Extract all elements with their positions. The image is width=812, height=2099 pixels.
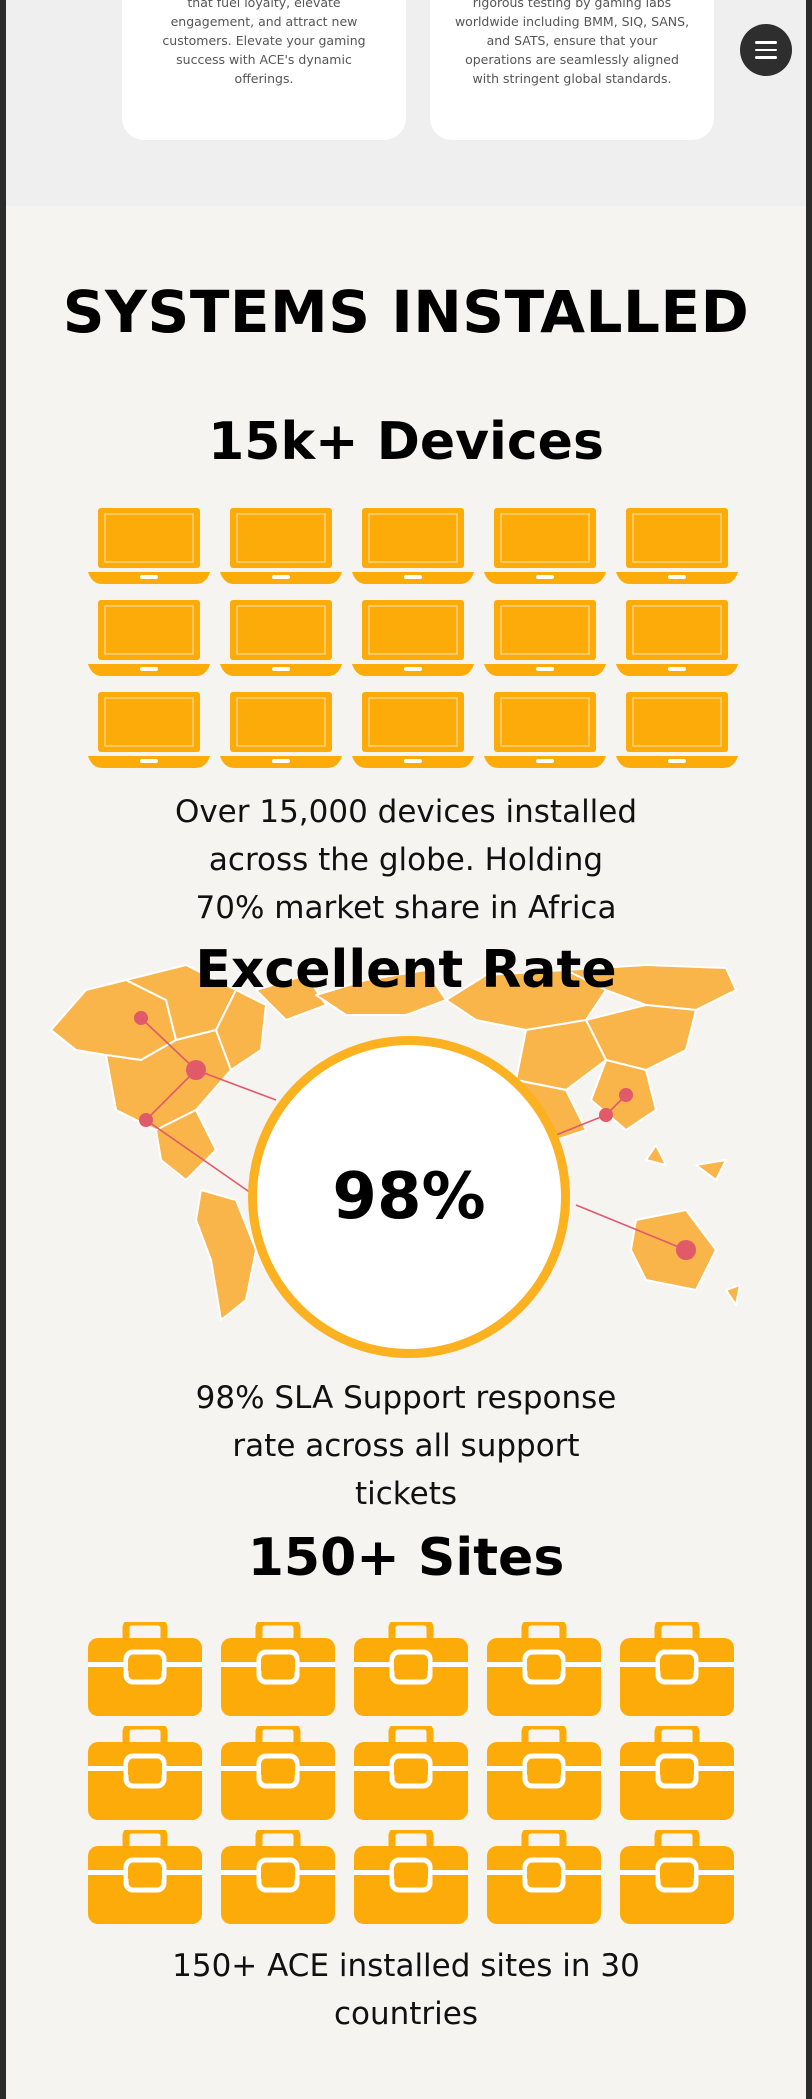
briefcase-icon <box>487 1722 601 1824</box>
feature-card-engagement: that fuel loyalty, elevate engagement, a… <box>122 0 406 140</box>
briefcase-icon <box>88 1722 202 1824</box>
briefcase-icon <box>354 1826 468 1928</box>
section-title: SYSTEMS INSTALLED <box>62 278 750 346</box>
laptop-icon <box>616 598 738 684</box>
rate-desc-line: 98% SLA Support response <box>195 1380 617 1416</box>
card-text-line: rigorous testing by gaming labs <box>472 0 672 10</box>
card-text-line: customers. Elevate your gaming <box>162 33 366 48</box>
card-text-line: engagement, and attract new <box>170 14 358 29</box>
rate-desc-line: rate across all support <box>232 1428 580 1464</box>
briefcase-icon <box>620 1826 734 1928</box>
briefcase-icon <box>620 1618 734 1720</box>
rate-description: 98% SLA Support response rate across all… <box>0 1374 812 1518</box>
laptop-icon <box>220 690 342 776</box>
laptop-icon <box>88 598 210 684</box>
sites-description: 150+ ACE installed sites in 30 countries <box>0 1942 812 2038</box>
card-text-line: and SATS, ensure that your <box>486 33 658 48</box>
devices-heading: 15k+ Devices <box>208 412 604 472</box>
laptop-icon <box>352 690 474 776</box>
sites-desc-line: countries <box>333 1996 479 2032</box>
rate-desc-line: tickets <box>354 1476 458 1512</box>
card-text-line: worldwide including BMM, SIQ, SANS, <box>454 14 690 29</box>
sites-desc-line: 150+ ACE installed sites in 30 <box>172 1948 640 1984</box>
laptop-icon <box>616 690 738 776</box>
card-text-line: with stringent global standards. <box>472 71 672 86</box>
menu-button[interactable] <box>740 24 792 76</box>
features-section: that fuel loyalty, elevate engagement, a… <box>6 0 806 206</box>
briefcase-icon <box>221 1618 335 1720</box>
rate-ring: 98% <box>248 1036 570 1358</box>
rate-value: 98% <box>332 1160 486 1234</box>
feature-card-certification: rigorous testing by gaming labs worldwid… <box>430 0 714 140</box>
laptop-icon <box>88 506 210 592</box>
briefcase-icon <box>487 1618 601 1720</box>
laptop-icon <box>484 506 606 592</box>
page-edge-right <box>806 0 812 2099</box>
card-text-line: operations are seamlessly aligned <box>465 52 679 67</box>
devices-description: Over 15,000 devices installed across the… <box>0 788 812 932</box>
world-map-graphic <box>50 964 740 1321</box>
hamburger-menu-icon-bar <box>755 48 777 52</box>
briefcase-icon <box>88 1618 202 1720</box>
hamburger-menu-icon <box>755 41 777 44</box>
laptop-icon <box>484 598 606 684</box>
laptop-icon <box>220 598 342 684</box>
card-text-line: success with ACE's dynamic <box>176 52 352 67</box>
briefcase-icon <box>487 1826 601 1928</box>
laptop-icon <box>352 506 474 592</box>
briefcase-icon <box>221 1722 335 1824</box>
laptop-icon <box>352 598 474 684</box>
devices-desc-line: 70% market share in Africa <box>195 890 617 926</box>
laptop-icon <box>88 690 210 776</box>
card-text-line: offerings. <box>234 71 294 86</box>
sites-heading: 150+ Sites <box>247 1528 565 1588</box>
briefcase-icon <box>620 1722 734 1824</box>
laptop-icon <box>484 690 606 776</box>
hamburger-menu-icon-bar <box>755 56 777 59</box>
devices-desc-line: across the globe. Holding <box>208 842 604 878</box>
briefcase-icon <box>354 1618 468 1720</box>
briefcase-icon <box>221 1826 335 1928</box>
devices-desc-line: Over 15,000 devices installed <box>174 794 638 830</box>
briefcase-icon <box>354 1722 468 1824</box>
briefcase-icon <box>88 1826 202 1928</box>
page-edge-left <box>0 0 6 2099</box>
rate-heading: Excellent Rate <box>195 940 617 1000</box>
card-text-line: that fuel loyalty, elevate <box>187 0 341 10</box>
laptop-icon <box>616 506 738 592</box>
laptop-icon <box>220 506 342 592</box>
